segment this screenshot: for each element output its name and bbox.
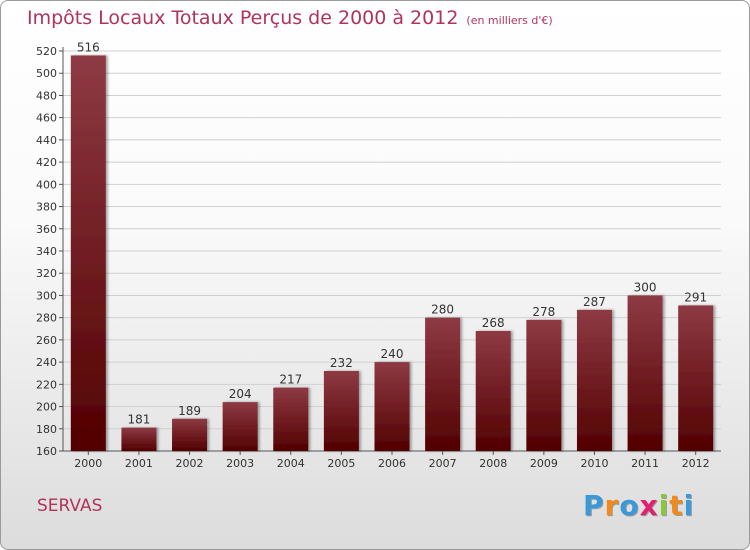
bar-value-label: 204 [229,387,252,401]
bar [425,317,461,451]
logo-letter: o [619,489,640,522]
chart-title-text: Impôts Locaux Totaux Perçus de 2000 à 20… [27,7,459,29]
logo-letter: x [639,489,659,522]
bar [323,371,359,451]
bar [222,402,258,451]
y-tick-label: 460 [36,112,57,125]
y-tick-label: 440 [36,134,57,147]
bar-value-label: 287 [583,295,606,309]
bar-value-label: 268 [482,316,505,330]
bar-value-label: 280 [431,303,454,317]
bar-value-label: 232 [330,356,353,370]
x-tick-label: 2011 [631,457,659,470]
logo-letter: i [683,489,695,522]
bar-value-label: 278 [532,305,555,319]
place-name: SERVAS [37,496,103,516]
bar [678,305,714,451]
bar-value-label: 516 [77,40,100,54]
logo-letter: i [658,489,670,522]
logo-letter: t [669,489,684,522]
y-tick-label: 160 [36,445,57,458]
x-tick-label: 2004 [277,457,305,470]
x-tick-label: 2008 [479,457,507,470]
bar [121,427,157,451]
bar-value-label: 217 [279,373,302,387]
bar [526,319,562,451]
y-tick-label: 340 [36,245,57,258]
bar [627,295,663,451]
x-tick-label: 2003 [226,457,254,470]
y-tick-label: 280 [36,312,57,325]
bar [576,309,612,451]
x-tick-label: 2001 [125,457,153,470]
x-tick-label: 2007 [429,457,457,470]
bar [475,331,511,451]
bar-value-label: 300 [634,280,657,294]
y-tick-label: 380 [36,201,57,214]
y-tick-label: 220 [36,378,57,391]
y-tick-label: 480 [36,89,57,102]
y-tick-label: 300 [36,289,57,302]
bar-value-label: 291 [684,290,707,304]
bar-value-label: 189 [178,404,201,418]
y-tick-label: 360 [36,223,57,236]
x-tick-label: 2005 [327,457,355,470]
logo-letter: r [604,489,620,522]
bar-value-label: 240 [381,347,404,361]
y-tick-label: 500 [36,67,57,80]
bar-value-label: 181 [127,413,150,427]
bar [273,387,309,451]
x-tick-label: 2000 [74,457,102,470]
chart-unit: (en milliers d'€) [466,14,553,27]
y-tick-label: 260 [36,334,57,347]
x-tick-label: 2009 [530,457,558,470]
proxiti-logo[interactable]: Proxiti [583,489,694,522]
y-tick-label: 520 [36,45,57,58]
y-tick-label: 180 [36,423,57,436]
bars: 516 181 189 204 217 232 240 280 268 278 287 300 291 [70,40,714,451]
y-tick-label: 420 [36,156,57,169]
x-tick-label: 2012 [682,457,710,470]
y-tick-label: 200 [36,401,57,414]
x-tick-label: 2006 [378,457,406,470]
bar [70,55,106,451]
chart-title: Impôts Locaux Totaux Perçus de 2000 à 20… [27,7,553,29]
x-tick-label: 2002 [176,457,204,470]
y-tick-label: 240 [36,356,57,369]
bar [374,362,410,451]
y-tick-label: 400 [36,178,57,191]
logo-letter: P [583,489,605,522]
bar [172,418,208,451]
x-tick-label: 2010 [580,457,608,470]
y-tick-label: 320 [36,267,57,280]
